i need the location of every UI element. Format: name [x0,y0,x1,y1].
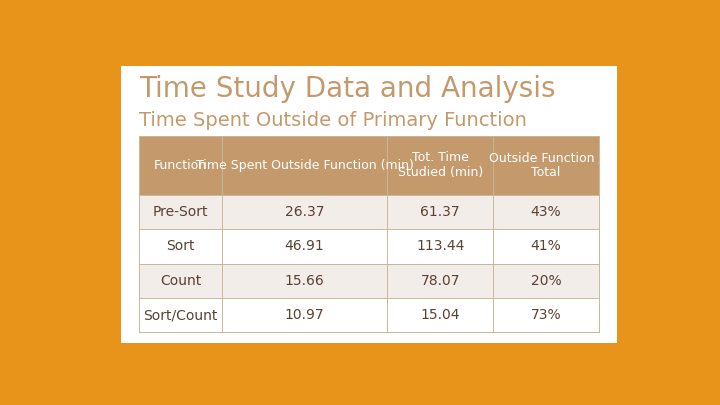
Text: Time Spent Outside of Primary Function: Time Spent Outside of Primary Function [139,111,527,130]
Text: Time Study Data and Analysis: Time Study Data and Analysis [139,75,556,103]
Text: Sort: Sort [166,239,194,254]
Text: Count: Count [160,274,201,288]
Text: Time Spent Outside Function (min): Time Spent Outside Function (min) [196,159,413,172]
Text: Sort/Count: Sort/Count [143,308,217,322]
Text: 15.66: 15.66 [284,274,325,288]
Bar [139,195,599,229]
Text: Pre-Sort: Pre-Sort [153,205,208,219]
Text: 43%: 43% [531,205,562,219]
Text: 15.04: 15.04 [420,308,460,322]
Text: 20%: 20% [531,274,562,288]
Text: 26.37: 26.37 [285,205,325,219]
Bar [139,264,599,298]
Text: 113.44: 113.44 [416,239,464,254]
Text: Function: Function [154,159,207,172]
Text: 73%: 73% [531,308,562,322]
Bar [139,136,599,195]
Text: Tot. Time
Studied (min): Tot. Time Studied (min) [397,151,483,179]
Text: 61.37: 61.37 [420,205,460,219]
Bar [139,298,599,333]
Bar [139,136,599,333]
Bar [121,66,617,343]
Text: Outside Function /
Total: Outside Function / Total [489,151,603,179]
Text: 46.91: 46.91 [284,239,325,254]
Text: 10.97: 10.97 [285,308,325,322]
Text: 78.07: 78.07 [420,274,460,288]
Bar [139,229,599,264]
Text: 41%: 41% [531,239,562,254]
